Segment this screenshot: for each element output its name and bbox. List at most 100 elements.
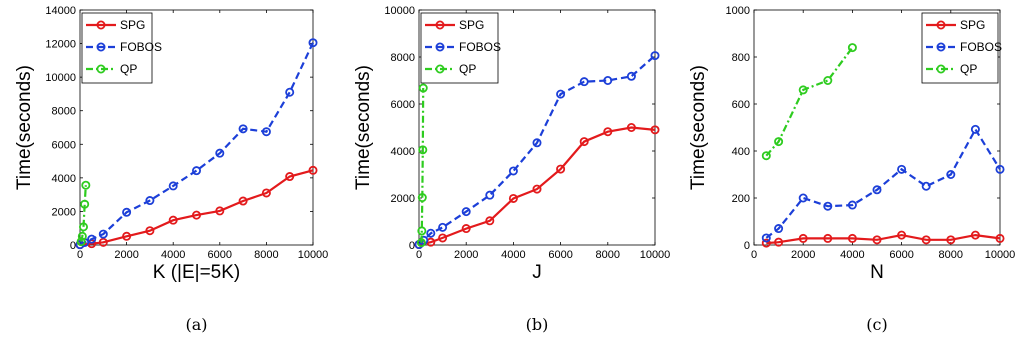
data-point-fobos — [308, 38, 318, 48]
data-point-qp — [847, 43, 857, 53]
x-axis-label: K (|E|=5K) — [153, 262, 241, 283]
legend: SPG FOBOS QP — [921, 12, 1002, 84]
series-qp — [761, 43, 857, 161]
data-point-spg — [626, 123, 636, 133]
series-line-spg — [79, 169, 314, 246]
data-point-spg — [970, 230, 980, 240]
series-line-fobos — [765, 127, 1001, 239]
data-point-spg — [122, 231, 132, 241]
data-point-fobos — [168, 181, 178, 191]
y-tick-label: 12000 — [45, 39, 76, 51]
legend-label: SPG — [960, 18, 985, 32]
y-axis-label: Time(seconds) — [688, 65, 709, 190]
data-point-fobos — [603, 76, 613, 86]
data-point-spg — [485, 216, 495, 226]
legend-marker — [435, 64, 445, 74]
legend-label: FOBOS — [120, 40, 162, 54]
data-point-fobos — [650, 51, 660, 61]
x-axis-label: N — [870, 262, 884, 283]
data-point-fobos — [261, 127, 271, 137]
y-tick-label: 6000 — [391, 99, 415, 111]
data-point-spg — [461, 224, 471, 234]
y-tick-label: 800 — [732, 52, 750, 64]
legend-label: SPG — [459, 18, 484, 32]
data-point-fobos — [847, 200, 857, 210]
data-point-fobos — [145, 196, 155, 206]
data-point-fobos — [872, 185, 882, 195]
legend-label: QP — [960, 62, 977, 76]
data-point-spg — [191, 210, 201, 220]
data-point-fobos — [238, 124, 248, 134]
x-tick-label: 2000 — [791, 249, 815, 261]
data-point-spg — [774, 237, 784, 247]
plot-frame — [753, 9, 1001, 246]
x-tick-label: 0 — [751, 249, 757, 261]
series-spg — [75, 165, 318, 250]
y-tick-label: 0 — [744, 240, 750, 252]
data-point-spg — [508, 193, 518, 203]
data-point-spg — [603, 127, 613, 137]
data-point-fobos — [946, 169, 956, 179]
data-point-fobos — [285, 87, 295, 97]
y-tick-label: 8000 — [52, 106, 76, 118]
series-line-fobos — [418, 54, 656, 246]
data-point-spg — [823, 233, 833, 243]
x-tick-label: 0 — [77, 249, 83, 261]
x-tick-label: 10000 — [298, 249, 329, 261]
data-point-qp — [78, 222, 88, 232]
data-point-spg — [847, 233, 857, 243]
data-point-fobos — [761, 233, 771, 243]
x-tick-label: 6000 — [208, 249, 232, 261]
plot-frame — [79, 9, 314, 246]
y-tick-label: 14000 — [45, 5, 76, 17]
legend-marker — [96, 42, 106, 52]
y-tick-label: 0 — [70, 240, 76, 252]
x-tick-label: 8000 — [939, 249, 963, 261]
data-point-fobos — [461, 207, 471, 217]
data-point-qp — [418, 83, 428, 93]
data-point-spg — [897, 230, 907, 240]
y-tick-label: 4000 — [391, 146, 415, 158]
data-point-fobos — [87, 234, 97, 244]
series-fobos — [761, 124, 1005, 243]
y-tick-label: 4000 — [52, 173, 76, 185]
data-point-fobos — [970, 124, 980, 134]
data-point-fobos — [626, 71, 636, 81]
data-point-qp — [80, 199, 90, 209]
series-qp — [76, 180, 91, 247]
chart-panel-c: 0 2000 4000 6000 8000 10000 0 200 400 600 800 1000 N… — [688, 5, 1015, 334]
data-point-fobos — [438, 222, 448, 232]
series-line-qp — [420, 87, 425, 243]
y-tick-label: 600 — [732, 99, 750, 111]
data-point-fobos — [823, 201, 833, 211]
panel-caption: (a) — [185, 315, 207, 334]
data-point-qp — [418, 145, 428, 155]
panel-caption: (b) — [526, 315, 549, 334]
legend: SPG FOBOS QP — [81, 12, 162, 84]
data-point-spg — [285, 172, 295, 182]
y-tick-label: 2000 — [52, 206, 76, 218]
data-point-qp — [81, 180, 91, 190]
data-point-spg — [238, 196, 248, 206]
data-point-spg — [556, 164, 566, 174]
legend-marker — [936, 20, 946, 30]
legend-marker — [936, 64, 946, 74]
data-point-fobos — [556, 89, 566, 99]
series-line-fobos — [79, 42, 314, 246]
data-point-spg — [650, 125, 660, 135]
data-point-spg — [98, 237, 108, 247]
data-point-qp — [761, 151, 771, 161]
data-point-spg — [308, 165, 318, 175]
x-axis-label: J — [532, 262, 542, 283]
y-tick-label: 6000 — [52, 139, 76, 151]
legend-label: QP — [459, 62, 476, 76]
legend-marker — [936, 42, 946, 52]
data-point-fobos — [215, 148, 225, 158]
data-point-fobos — [508, 166, 518, 176]
y-tick-label: 200 — [732, 193, 750, 205]
data-point-fobos — [485, 190, 495, 200]
legend-label: FOBOS — [960, 40, 1002, 54]
legend-marker — [435, 20, 445, 30]
chart-panel-b: 0 2000 4000 6000 8000 10000 0 2000 4000 6000 8000 1… — [353, 5, 670, 334]
